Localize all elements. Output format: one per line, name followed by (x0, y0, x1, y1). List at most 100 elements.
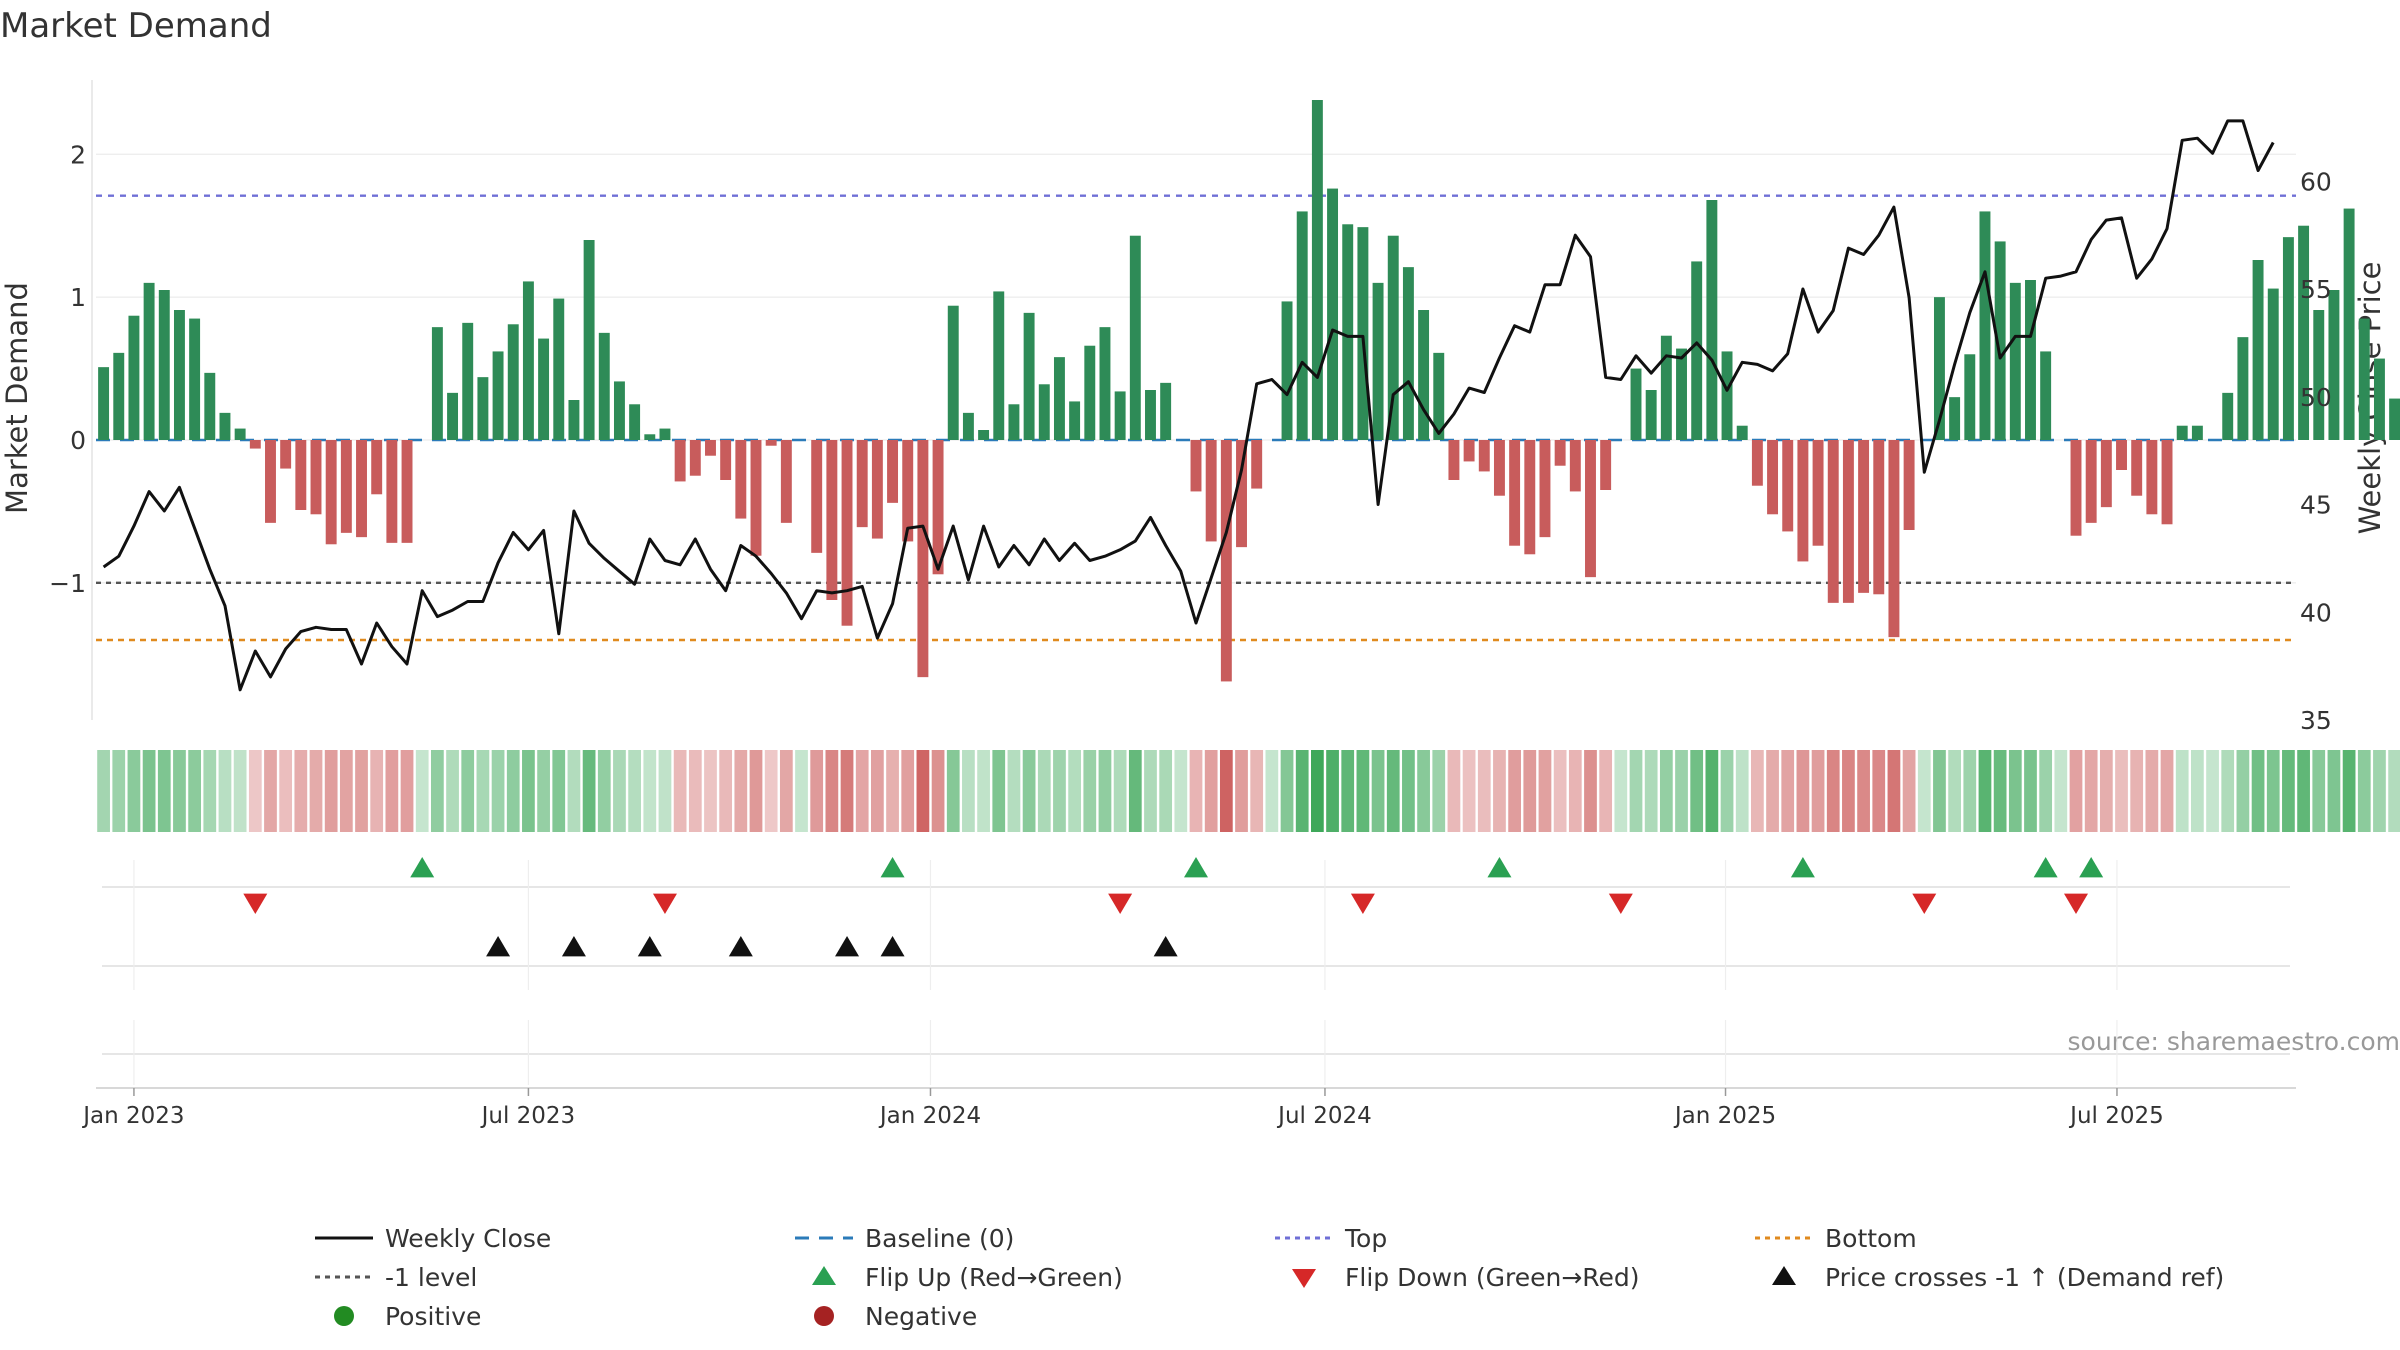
demand-heat-cell (431, 750, 444, 832)
demand-bar-negative (340, 440, 352, 533)
legend-swatch-dot (814, 1306, 834, 1326)
y-tick-label-right: 45 (2300, 491, 2332, 520)
price-cross-marker (561, 936, 586, 957)
demand-bar-positive (1296, 211, 1308, 440)
demand-bar-negative (310, 440, 322, 515)
demand-heat-cell (825, 750, 839, 832)
demand-heat-cell (1189, 750, 1203, 832)
demand-heat-cell (1811, 750, 1825, 832)
demand-heat-cell (1523, 750, 1537, 832)
price-cross-marker (1153, 936, 1178, 957)
demand-heat-cell (810, 750, 824, 832)
demand-heat-cell (491, 750, 505, 832)
flip-up-marker (880, 857, 905, 878)
demand-heat-cell (962, 750, 975, 832)
demand-bar-positive (1114, 391, 1126, 440)
demand-heat-cell (931, 750, 945, 832)
demand-heat-cell (2388, 750, 2400, 832)
demand-bar-negative (887, 440, 899, 503)
demand-bar-positive (1645, 390, 1657, 440)
demand-heat-cell (446, 750, 459, 832)
demand-heat-cell (1993, 750, 2007, 832)
demand-bar-positive (1418, 310, 1430, 440)
demand-heat-cell (1280, 750, 1294, 832)
demand-bar-negative (705, 440, 716, 456)
demand-bar-negative (1251, 440, 1263, 489)
demand-heat-cell (2251, 750, 2265, 832)
demand-heat-cell (688, 750, 702, 832)
demand-heat-cell (749, 750, 763, 832)
demand-heat-cell (415, 750, 429, 832)
demand-heat-cell (233, 750, 247, 832)
demand-bar-negative (1827, 440, 1839, 603)
demand-heat-cell (871, 750, 884, 832)
legend-label: Top (1344, 1224, 1387, 1253)
demand-heat-cell (1720, 750, 1734, 832)
demand-bar-negative (735, 440, 747, 519)
demand-heat-cell (916, 750, 930, 832)
demand-heat-cell (901, 750, 915, 832)
flip-down-marker (243, 893, 268, 914)
demand-bar-positive (1933, 297, 1945, 440)
demand-bar-positive (2358, 318, 2370, 440)
demand-heat-cell (2312, 750, 2326, 832)
demand-heat-cell (855, 750, 869, 832)
demand-bar-positive (947, 305, 959, 440)
demand-heat-cell (264, 750, 277, 832)
demand-bar-positive (1084, 345, 1096, 440)
demand-bar-positive (1736, 425, 1748, 440)
demand-heat-cell (2297, 750, 2310, 832)
demand-heat-cell (1402, 750, 1415, 832)
demand-bar-negative (1236, 440, 1247, 548)
demand-heat-cell (628, 750, 641, 832)
legend-label: Positive (385, 1302, 481, 1331)
demand-heat-cell (582, 750, 596, 832)
demand-heat-cell (2069, 750, 2083, 832)
y-tick-label-right: 35 (2300, 706, 2332, 735)
demand-heat-cell (385, 750, 399, 832)
demand-heat-cell (840, 750, 854, 832)
demand-heat-cell (1629, 750, 1643, 832)
demand-bar-negative (1751, 440, 1763, 486)
demand-heat-cell (1311, 750, 1324, 832)
demand-bar-negative (826, 440, 838, 600)
y-axis-label-left: Market Demand (0, 282, 34, 514)
legend-label: Flip Down (Green→Red) (1345, 1263, 1640, 1292)
demand-bar-positive (1327, 188, 1339, 440)
demand-bar-positive (1691, 261, 1703, 440)
demand-bar-positive (2267, 288, 2279, 440)
demand-bar-negative (1569, 440, 1581, 492)
legend-swatch-triangle (812, 1266, 836, 1285)
demand-bar-positive (1676, 348, 1687, 440)
demand-bar-positive (1053, 357, 1065, 440)
flip-up-marker (1487, 857, 1512, 878)
demand-bar-negative (2116, 440, 2127, 470)
demand-bar-negative (371, 440, 383, 495)
legend-label: Baseline (0) (865, 1224, 1014, 1253)
demand-heat-cell (157, 750, 171, 832)
demand-heat-cell (2236, 750, 2250, 832)
demand-heat-cell (218, 750, 232, 832)
legend-label: Negative (865, 1302, 977, 1331)
y-tick-label-right: 50 (2300, 383, 2332, 412)
demand-heat-cell (2342, 750, 2356, 832)
weekly-close-line (102, 119, 2275, 692)
demand-heat-cell (1068, 750, 1081, 832)
demand-heat-cell (1174, 750, 1188, 832)
demand-heat-cell (1826, 750, 1840, 832)
demand-heat-cell (2008, 750, 2022, 832)
source-text: source: sharemaestro.com (2068, 1027, 2400, 1056)
demand-heat-cell (1037, 750, 1051, 832)
x-tick-label: Jul 2024 (1276, 1103, 1372, 1129)
demand-heat-cell (613, 750, 626, 832)
demand-heat-cell (1978, 750, 1992, 832)
demand-heat-cell (1751, 750, 1764, 832)
demand-heat-cell (188, 750, 201, 832)
demand-heat-cell (142, 750, 156, 832)
demand-heat-cell (1386, 750, 1400, 832)
legend-label: Bottom (1825, 1224, 1917, 1253)
demand-heat-cell (1675, 750, 1688, 832)
demand-bar-negative (780, 440, 792, 523)
demand-bar-negative (1493, 440, 1505, 496)
